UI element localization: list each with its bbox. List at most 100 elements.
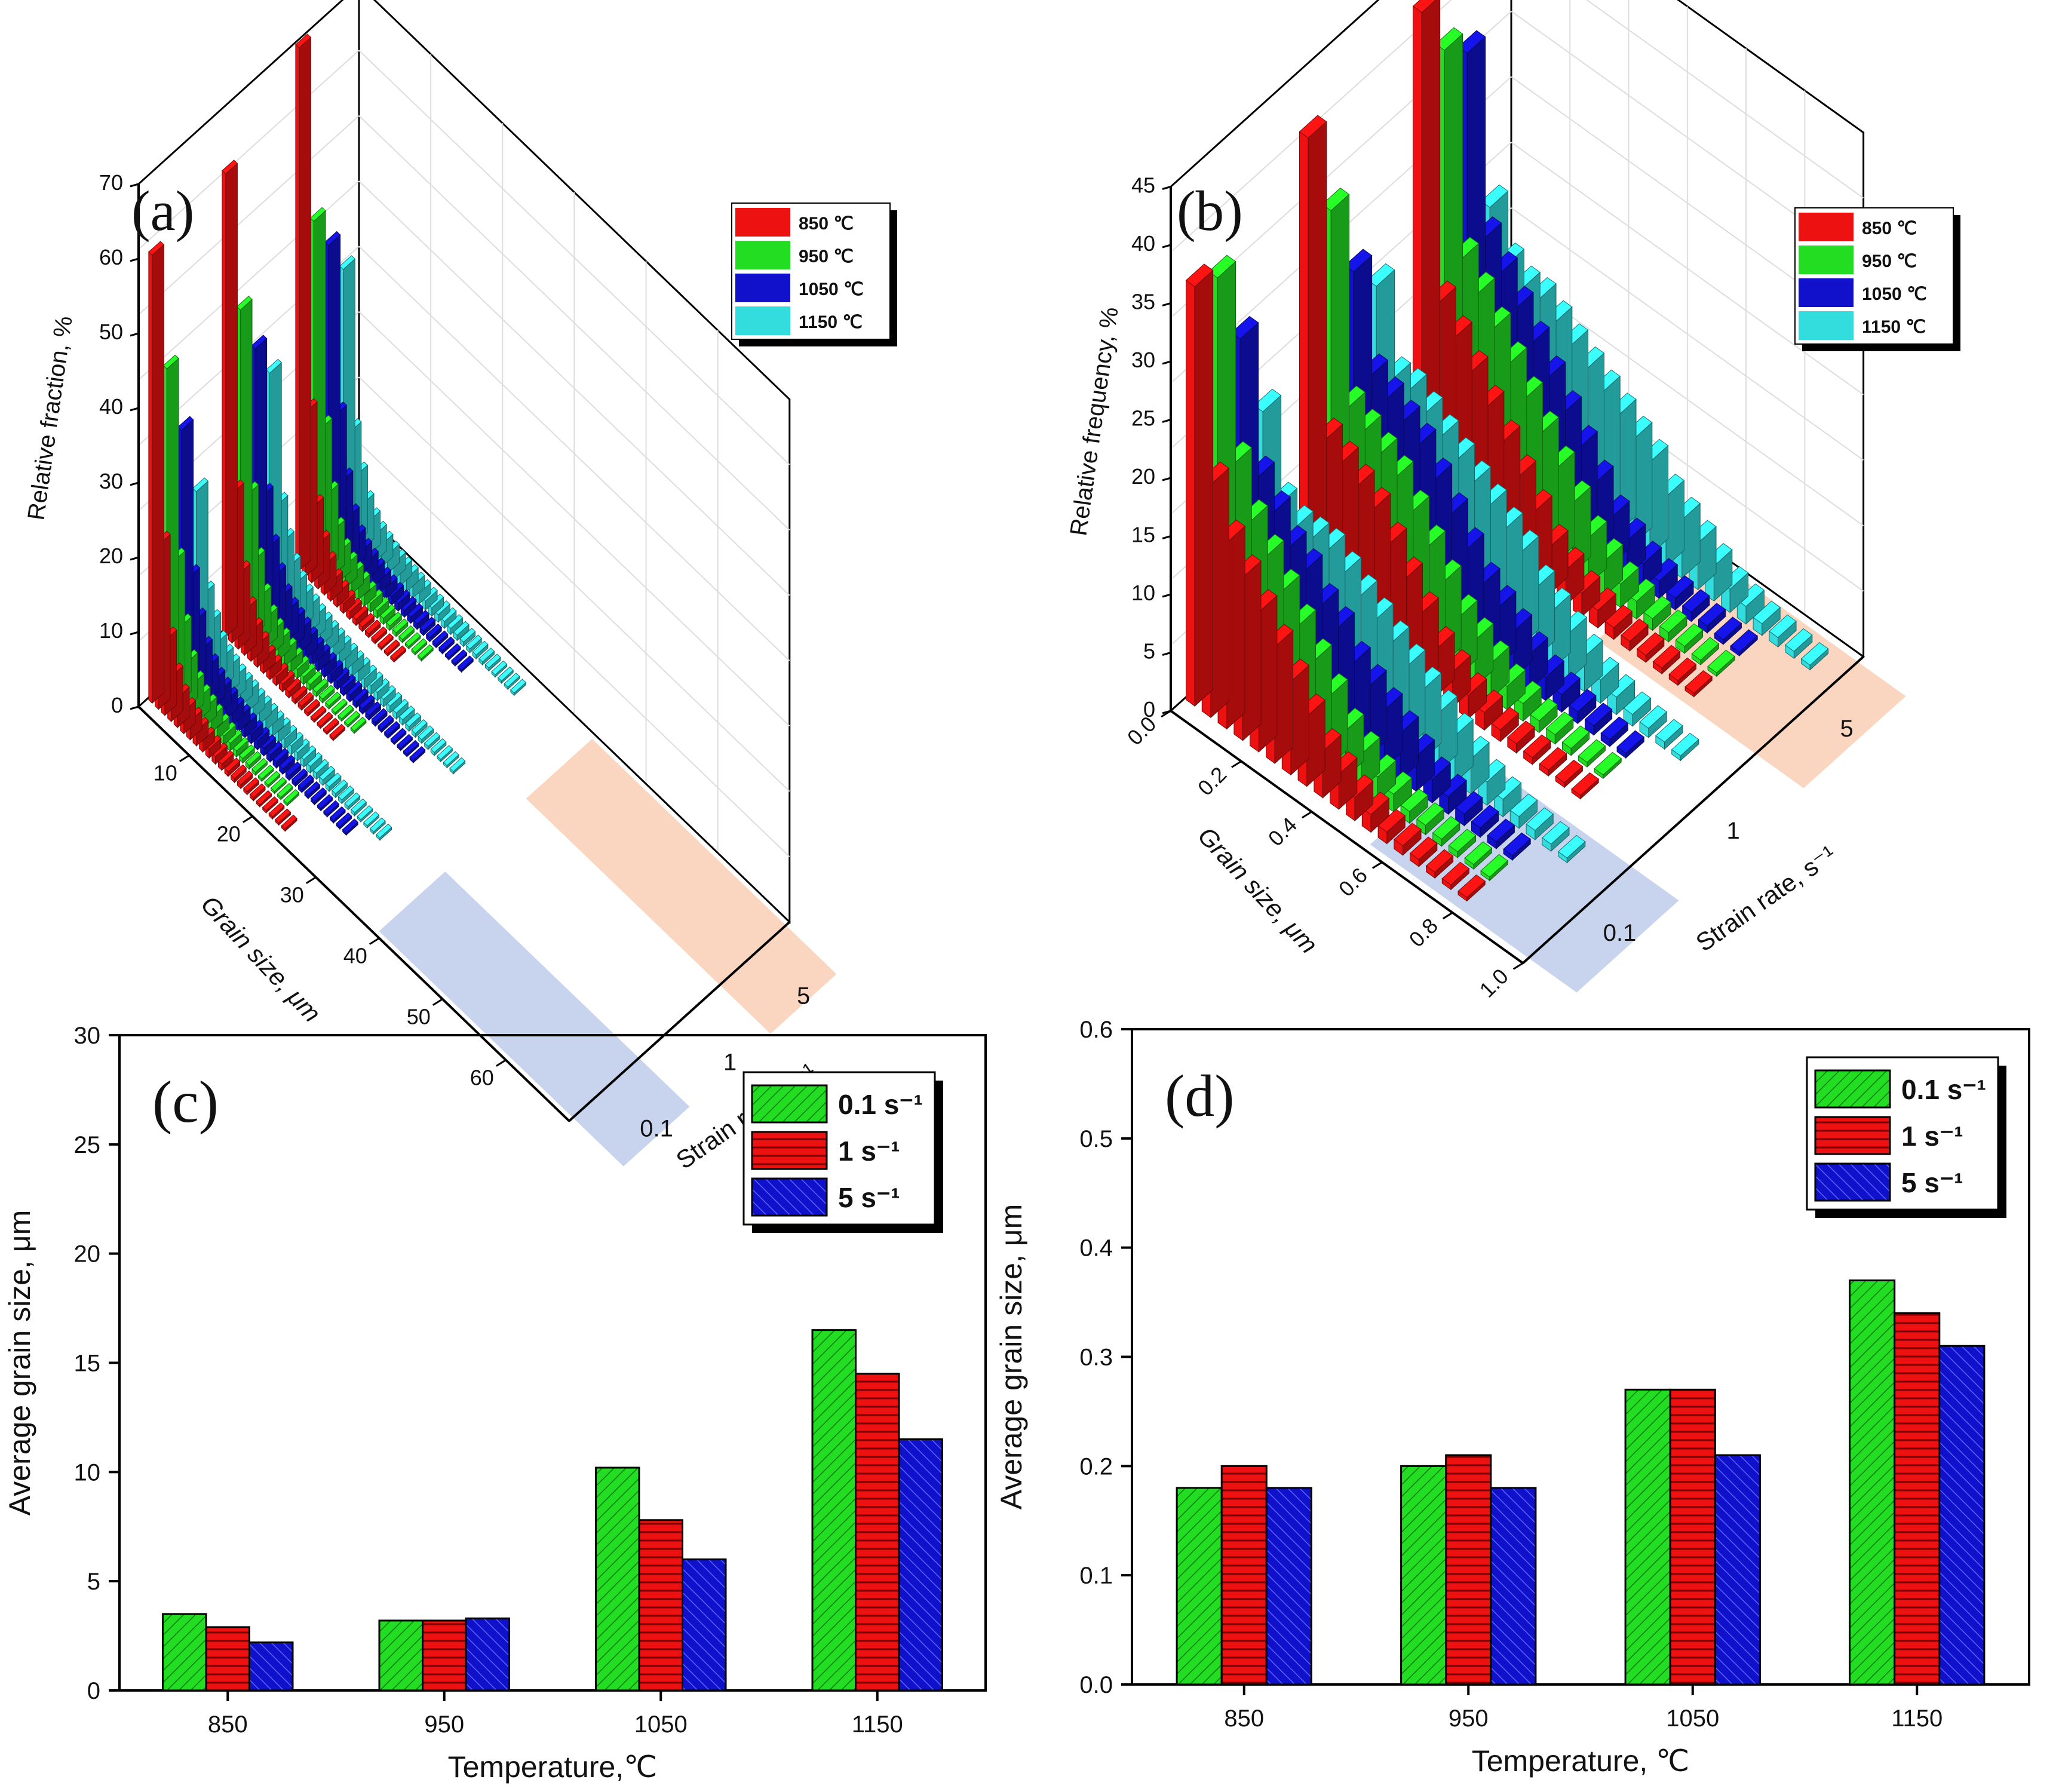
panel-b-x-tick-label: 0.2 (1193, 762, 1231, 800)
panel-c-bar (595, 1466, 640, 1692)
panel-a-bar3d-side (354, 801, 367, 817)
panel-a-bar3d-side (263, 737, 276, 757)
panel-a-bar3d-side (234, 767, 247, 784)
panel-b-bar3d-side (1762, 606, 1781, 636)
panel-d-bar (1669, 1388, 1716, 1686)
panel-a-bar3d-side (322, 688, 335, 704)
panel-b-bar3d-side (1659, 564, 1678, 600)
panel-a-bar3d-side (362, 615, 375, 633)
panel-c-bar (638, 1519, 683, 1692)
panel-b-bar3d-side (1480, 811, 1499, 838)
panel-a-bar3d-side (419, 582, 431, 605)
panel-a-bar3d-side (488, 656, 501, 672)
panel-a-x-tick-label: 60 (470, 1066, 494, 1090)
panel-a-bar3d-side (221, 753, 234, 771)
panel-a-bar3d-side (360, 808, 373, 823)
panel-c-x-tick-label: 1150 (852, 1711, 903, 1738)
panel-b-z-tick-label: 25 (1131, 406, 1155, 431)
panel-a-bar3d-side (425, 590, 438, 611)
panel-a-x-tick-label: 10 (154, 761, 177, 785)
panel-b-bar3d-side (1290, 664, 1309, 776)
panel-d-x-tick-label: 1050 (1666, 1705, 1719, 1732)
panel-a-bar3d-side (268, 774, 281, 788)
panel-a-bar3d-side (309, 673, 323, 692)
panel-b-bar3d-side (1645, 638, 1665, 663)
panel-a-3d-histogram: 0 10 20 30 40 50 60 70 Relative fraction, % 10 20 3… (23, 0, 897, 1174)
panel-b-bar3d-side (1693, 676, 1713, 698)
panel-b-bar3d-side (1441, 822, 1460, 847)
panel-a-bar3d-side (495, 663, 508, 678)
panel-a-bar3d-side (375, 629, 388, 645)
panel-c-legend-entry: 5 s⁻¹ (838, 1182, 900, 1213)
panel-a-bar3d-side (412, 575, 425, 599)
panel-a-bar3d-side (446, 754, 459, 769)
panel-a-bar3d-side (406, 567, 419, 593)
panel-a-bar3d-side (358, 659, 371, 683)
panel-a-y-tick-label: 5 (797, 983, 810, 1009)
panel-a-bar3d-side (301, 695, 314, 711)
panel-a-bar3d-side (507, 676, 520, 691)
panel-c-bar (811, 1329, 857, 1692)
panel-d-bar (1714, 1454, 1761, 1686)
panel-b-bar3d-side (1566, 840, 1586, 864)
panel-b-bar3d-side (1502, 782, 1522, 818)
panel-a-bar3d-side (303, 748, 316, 768)
panel-d-legend-swatch (1814, 1069, 1891, 1109)
panel-a-legend-swatch (735, 274, 790, 302)
panel-b-bar3d-side (1684, 629, 1704, 654)
panel-a-x-tick-label: 40 (343, 944, 367, 968)
panel-a-bar3d-side (428, 735, 440, 750)
panel-b-bar3d-side (1793, 634, 1813, 659)
panel-a-bar3d-side (358, 573, 370, 601)
panel-a-bar3d-side (364, 667, 377, 689)
panel-b-bar3d-side (1393, 777, 1412, 813)
panel-b-z-tick-label: 15 (1131, 523, 1155, 547)
panel-b-legend-entry: 1150 ℃ (1862, 317, 1926, 337)
panel-b-bar3d-side (1500, 713, 1519, 742)
panel-a-bar3d-side (383, 607, 396, 625)
panel-a-z-tick-label: 0 (111, 693, 123, 717)
panel-b-bar3d-side (1545, 660, 1564, 702)
panel-b-bar3d-side (1403, 829, 1422, 856)
panel-a-bar3d-side (314, 790, 327, 806)
panel-b-legend-swatch (1799, 246, 1854, 274)
panel-b-z-tick (1162, 360, 1171, 365)
panel-d-x-tick-label: 850 (1224, 1705, 1264, 1732)
panel-b-bar3d-side (1258, 595, 1278, 753)
panel-a-bar3d-side (327, 803, 339, 818)
panel-b-bar3d-side (1600, 662, 1619, 704)
panel-b-bar3d-side (1604, 544, 1624, 597)
panel-b-bar3d-side (1489, 860, 1508, 882)
panel-c-bar (465, 1617, 510, 1692)
panel-a-bar3d-side (294, 688, 308, 705)
panel-b-bar3d-side (1597, 593, 1616, 629)
panel-b-bar3d-side (1630, 624, 1649, 652)
panel-b-bar3d-side (1535, 813, 1554, 840)
panel-a-bar3d-side (339, 815, 352, 830)
panel-a-bar3d-side (320, 714, 333, 729)
panel-d-legend-swatch (1814, 1162, 1891, 1202)
panel-b-bar3d-side (1226, 525, 1245, 730)
panel-a-y-tick-label: 1 (723, 1050, 737, 1076)
panel-b-legend-entry: 850 ℃ (1862, 219, 1917, 238)
panel-a-bar3d-side (341, 788, 354, 805)
panel-d-x-tick-label: 950 (1449, 1705, 1489, 1732)
panel-a-bar3d-side (283, 757, 295, 775)
panel-a-legend-entry: 1050 ℃ (799, 280, 864, 299)
panel-a-y-tick-label: 0.1 (640, 1116, 673, 1142)
panel-a-bar3d-side (308, 702, 320, 717)
panel-a-bar3d-side (400, 559, 413, 587)
panel-a-bar3d-side (314, 708, 327, 723)
panel-b-bar3d-side (1625, 736, 1644, 759)
panel-a-bar3d-side (482, 650, 495, 666)
panel-b-bar3d-side (1242, 560, 1262, 741)
panel-a-bar3d-side (402, 708, 415, 726)
panel-a-x-tick-label: 30 (280, 883, 304, 907)
panel-b-bar3d-side (1620, 567, 1639, 609)
panel-b-bar3d-side (1716, 655, 1735, 677)
panel-b-bar3d-side (1603, 757, 1622, 780)
panel-b-bar3d-side (1274, 630, 1294, 765)
panel-a-bar3d-side (276, 665, 289, 687)
panel-b-bar3d-side (1448, 780, 1467, 815)
